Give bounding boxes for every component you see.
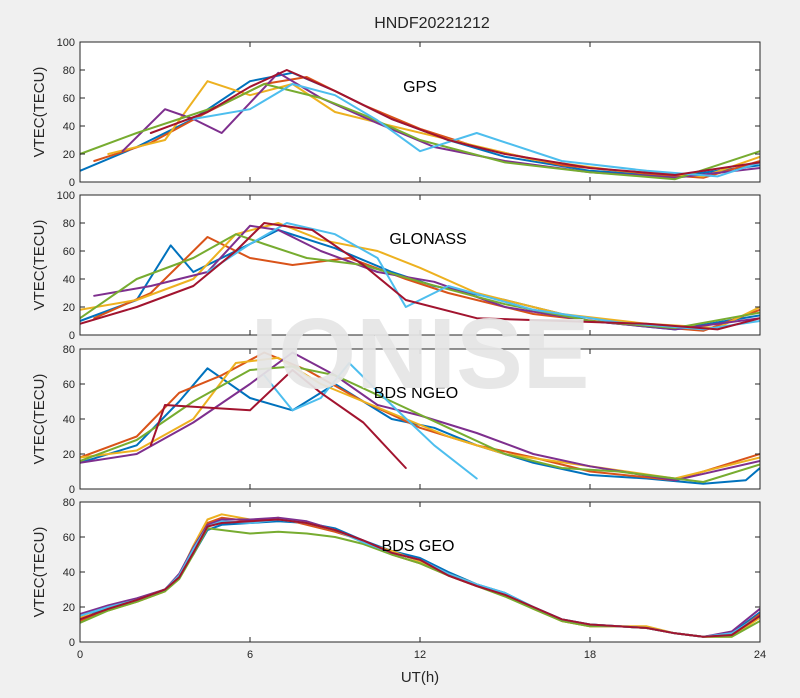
constellation-annotation: BDS NGEO <box>374 385 458 402</box>
y-tick-label: 80 <box>63 218 75 230</box>
x-tick-label: 6 <box>247 649 253 661</box>
plot-area <box>80 42 760 182</box>
subplot-2: 0 20 40 60 80 100 VTEC(TECU) GLONASS <box>31 190 761 342</box>
y-tick-label: 20 <box>63 449 75 461</box>
y-axis-label: VTEC(TECU) <box>31 374 48 465</box>
x-tick-label: 12 <box>414 649 426 661</box>
y-tick-label: 0 <box>69 637 75 649</box>
y-tick-label: 40 <box>63 121 75 133</box>
y-tick-label: 100 <box>57 190 75 202</box>
y-tick-label: 80 <box>63 497 75 509</box>
y-tick-label: 80 <box>63 65 75 77</box>
plot-area <box>80 502 760 642</box>
y-tick-label: 60 <box>63 379 75 391</box>
series-line <box>80 222 760 331</box>
series-line <box>149 69 760 176</box>
y-tick-label: 60 <box>63 93 75 105</box>
figure-title: HNDF20221212 <box>374 15 490 32</box>
y-tick-label: 100 <box>57 37 75 49</box>
y-tick-label: 0 <box>69 484 75 496</box>
y-axis-label: VTEC(TECU) <box>31 220 48 311</box>
y-tick-label: 20 <box>63 302 75 314</box>
series-group <box>80 513 760 638</box>
series-group <box>80 351 760 485</box>
y-tick-label: 0 <box>69 177 75 189</box>
x-tick-label: 0 <box>77 649 83 661</box>
x-tick-label: 24 <box>754 649 766 661</box>
series-line <box>80 351 760 482</box>
series-group <box>80 69 760 181</box>
subplot-1: 0 20 40 60 80 100 VTEC(TECU) GPS <box>31 37 761 189</box>
y-tick-label: 20 <box>63 149 75 161</box>
series-line <box>80 365 760 483</box>
constellation-annotation: GPS <box>403 79 437 96</box>
series-line <box>263 362 478 480</box>
series-line <box>192 83 760 178</box>
y-tick-label: 40 <box>63 274 75 286</box>
series-line <box>149 369 407 469</box>
series-line <box>80 518 760 638</box>
subplot-4: 0 20 40 60 80 0 6 12 18 24 VTEC(TECU) BDS GEO <box>31 497 766 661</box>
y-tick-label: 40 <box>63 414 75 426</box>
y-tick-label: 20 <box>63 602 75 614</box>
series-line <box>80 83 760 181</box>
x-tick-label: 18 <box>584 649 596 661</box>
y-tick-label: 60 <box>63 532 75 544</box>
y-tick-label: 40 <box>63 567 75 579</box>
watermark-text: IONISE <box>251 298 590 410</box>
subplot-3: 0 20 40 60 80 VTEC(TECU) BDS NGEO <box>31 344 761 496</box>
series-group <box>80 222 760 332</box>
constellation-annotation: BDS GEO <box>382 538 455 555</box>
y-axis-label: VTEC(TECU) <box>31 67 48 158</box>
y-tick-label: 80 <box>63 344 75 356</box>
constellation-annotation: GLONASS <box>389 231 466 248</box>
y-axis-label: VTEC(TECU) <box>31 527 48 618</box>
y-tick-label: 0 <box>69 330 75 342</box>
plot-area <box>80 195 760 335</box>
x-axis-label: UT(h) <box>401 669 439 686</box>
y-tick-label: 60 <box>63 246 75 258</box>
